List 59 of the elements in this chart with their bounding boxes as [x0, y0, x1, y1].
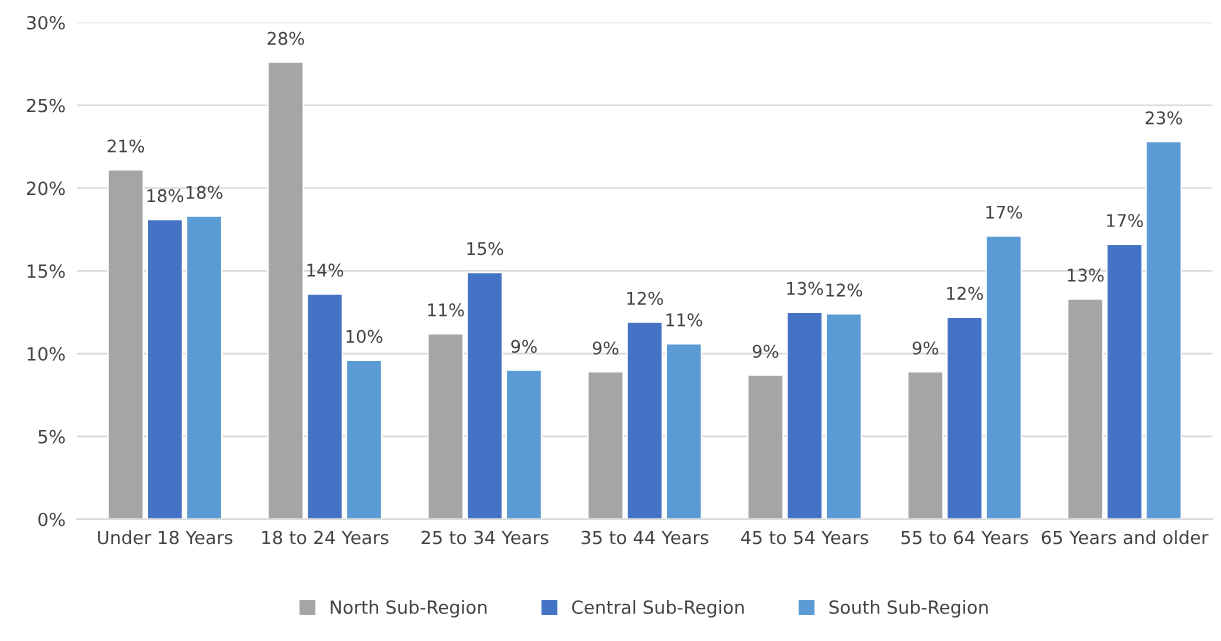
data-label: 13% [1067, 268, 1104, 282]
bar [146, 218, 184, 520]
x-tick-label: 18 to 24 Years [262, 530, 389, 545]
data-label: 12% [627, 291, 664, 305]
y-tick-label: 25% [27, 98, 65, 113]
x-tick-label: Under 18 Years [98, 530, 233, 545]
data-label: 9% [752, 344, 779, 358]
data-label: 17% [1107, 213, 1143, 228]
bar [345, 359, 383, 520]
bar [107, 169, 144, 520]
y-tick-label: 5% [38, 429, 65, 444]
data-label: 15% [467, 242, 504, 256]
data-label: 12% [947, 286, 983, 300]
y-tick-label: 0% [38, 512, 65, 527]
data-label: 9% [592, 341, 619, 355]
bar [665, 342, 703, 520]
data-label: 18% [147, 189, 184, 203]
bar [907, 371, 944, 520]
data-label: 17% [986, 205, 1023, 219]
legend-label: Central Sub-Region [572, 600, 744, 618]
x-tick-label: 25 to 34 Years [421, 530, 549, 545]
legend-label: North Sub-Region [330, 600, 487, 618]
bar [626, 321, 663, 520]
bar [185, 215, 223, 520]
x-tick-label: 35 to 44 Years [581, 530, 709, 545]
data-label: 12% [826, 283, 863, 297]
data-label: 13% [787, 281, 823, 295]
bar [1145, 140, 1182, 520]
bar [587, 371, 624, 520]
x-tick-label: 45 to 54 Years [741, 530, 869, 545]
x-tick-label: 65 Years and older [1041, 530, 1209, 545]
bar [267, 61, 304, 520]
data-label: 11% [428, 303, 464, 317]
bar [306, 293, 344, 520]
data-label: 23% [1145, 111, 1183, 125]
data-label: 18% [186, 185, 223, 199]
bar [946, 316, 983, 520]
y-tick-label: 20% [27, 181, 65, 196]
data-label: 9% [511, 339, 537, 353]
bar [985, 235, 1023, 520]
y-tick-label: 30% [27, 15, 65, 30]
bar [427, 333, 464, 520]
legend-label: South Sub-Region [829, 600, 988, 618]
data-label: 10% [346, 329, 383, 343]
y-tick-label: 15% [27, 264, 65, 278]
data-label: 28% [267, 31, 304, 45]
data-label: 21% [107, 139, 145, 153]
data-label: 14% [307, 263, 344, 277]
bar [1106, 243, 1143, 520]
bar [786, 311, 823, 520]
bar [466, 271, 504, 520]
bar [747, 374, 784, 520]
data-label: 9% [912, 341, 939, 355]
x-tick-label: 55 to 64 Years [901, 530, 1029, 545]
bar [505, 369, 543, 520]
y-tick-label: 10% [27, 347, 65, 361]
data-label: 11% [666, 313, 703, 327]
bar [1067, 298, 1104, 520]
bar [825, 313, 863, 520]
